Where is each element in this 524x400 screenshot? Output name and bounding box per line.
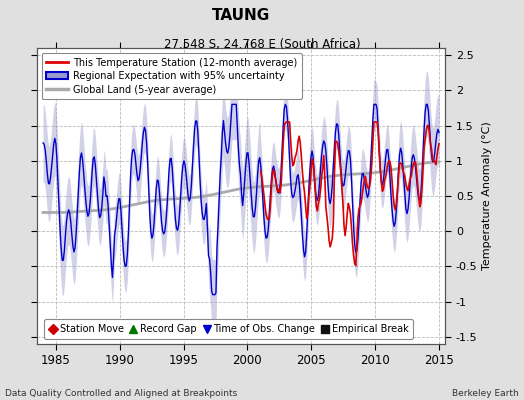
Text: Berkeley Earth: Berkeley Earth — [452, 389, 519, 398]
Text: Data Quality Controlled and Aligned at Breakpoints: Data Quality Controlled and Aligned at B… — [5, 389, 237, 398]
Y-axis label: Temperature Anomaly (°C): Temperature Anomaly (°C) — [482, 122, 492, 270]
Legend: Station Move, Record Gap, Time of Obs. Change, Empirical Break: Station Move, Record Gap, Time of Obs. C… — [44, 320, 413, 339]
Text: 27.548 S, 24.768 E (South Africa): 27.548 S, 24.768 E (South Africa) — [163, 38, 361, 51]
Title: TAUNG: TAUNG — [212, 8, 270, 23]
